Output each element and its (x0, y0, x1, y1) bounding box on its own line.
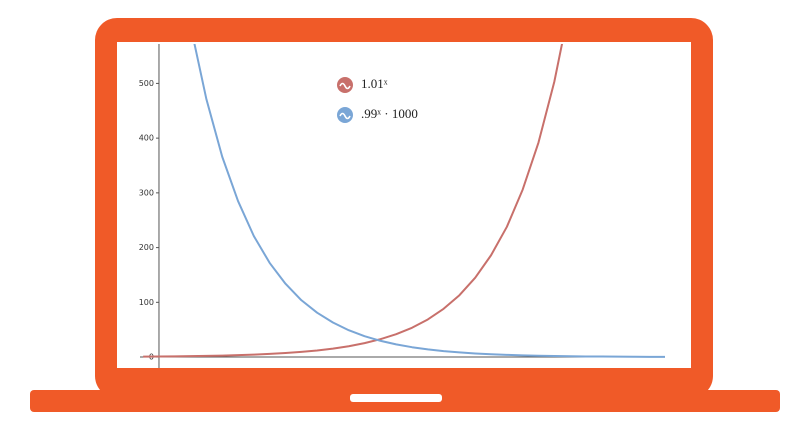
legend-icon-wave (339, 82, 351, 90)
y-tick-label: 300 (139, 188, 154, 197)
curve (193, 44, 666, 358)
y-tick-label: 200 (139, 243, 154, 252)
y-tick-label: 500 (139, 79, 154, 88)
trackpad-notch (350, 394, 442, 402)
screen (117, 42, 691, 368)
curve (143, 44, 564, 358)
legend-label: 1.01ˣ (361, 76, 388, 91)
y-tick-label: 400 (139, 134, 154, 143)
legend-icon-wave (339, 112, 351, 120)
y-tick-label: 100 (139, 298, 154, 307)
legend-label: .99ˣ · 1000 (361, 106, 418, 121)
